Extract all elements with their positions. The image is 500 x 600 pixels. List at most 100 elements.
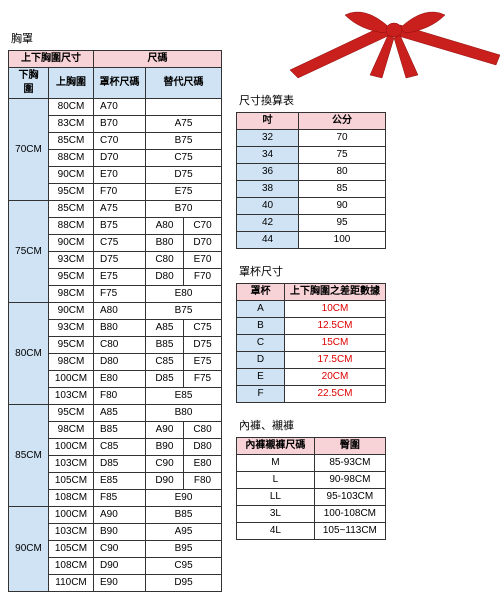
inch-cell: 36 (237, 164, 299, 181)
header-inch: 吋 (237, 113, 299, 130)
over-cell: 105CM (49, 473, 94, 490)
cup-cell: F70 (94, 184, 146, 201)
cm-cell: 95 (299, 215, 386, 232)
alt-cell: A75 (146, 116, 222, 133)
header-size: 上下胸圍尺寸 (9, 51, 94, 68)
inch-cell: 38 (237, 181, 299, 198)
alt-cell: A90 (146, 422, 184, 439)
alt-cell: B80 (146, 405, 222, 422)
header-over: 上胸圍 (49, 68, 94, 99)
inch-cell: 42 (237, 215, 299, 232)
alt-cell: E90 (146, 490, 222, 507)
alt-cell: F70 (184, 269, 222, 286)
table-row: 90CM100CMA90B85 (9, 507, 222, 524)
cup-cell: A85 (94, 405, 146, 422)
cup-cell: C80 (94, 337, 146, 354)
alt-cell: C90 (146, 456, 184, 473)
over-cell: 95CM (49, 405, 94, 422)
alt-cell: B90 (146, 439, 184, 456)
cup-cell: D70 (94, 150, 146, 167)
table-row: 4090 (237, 198, 386, 215)
hip-cell: 90-98CM (314, 472, 385, 489)
alt-cell: B75 (146, 133, 222, 150)
table-row: 4L105~113CM (237, 523, 386, 540)
alt-cell: E85 (146, 388, 222, 405)
alt-cell: D75 (184, 337, 222, 354)
alt-cell: F75 (184, 371, 222, 388)
header-pantysize: 內褲襯褲尺碼 (237, 438, 315, 455)
alt-cell: B75 (146, 303, 222, 320)
cup-cell: B75 (94, 218, 146, 235)
over-cell: 95CM (49, 337, 94, 354)
cup-cell: E75 (94, 269, 146, 286)
table-row: 3885 (237, 181, 386, 198)
cup-cell: F85 (94, 490, 146, 507)
header-cupcol: 罩杯 (237, 284, 285, 301)
panty-table: 內褲襯褲尺碼 臀圍 M85-93CML90-98CMLL95-103CM3L10… (236, 437, 386, 540)
over-cell: 110CM (49, 575, 94, 592)
inch-cell: 34 (237, 147, 299, 164)
alt-cell: B70 (146, 201, 222, 218)
cup-cell: A90 (94, 507, 146, 524)
cm-cell: 90 (299, 198, 386, 215)
cup-cell: F80 (94, 388, 146, 405)
alt-cell: D75 (146, 167, 222, 184)
over-cell: 93CM (49, 320, 94, 337)
table-row: 75CM85CMA75B70 (9, 201, 222, 218)
cm-cell: 70 (299, 130, 386, 147)
header-hip: 臀圍 (314, 438, 385, 455)
over-cell: 98CM (49, 354, 94, 371)
alt-cell: C95 (146, 558, 222, 575)
cup-cell: E80 (94, 371, 146, 388)
alt-cell: E75 (184, 354, 222, 371)
under-cell: 75CM (9, 201, 49, 303)
header-cup: 罩杯尺碼 (94, 68, 146, 99)
diff-cell: 22.5CM (285, 386, 386, 403)
alt-cell: A80 (146, 218, 184, 235)
over-cell: 103CM (49, 456, 94, 473)
cup-cell: F75 (94, 286, 146, 303)
inch-cell: 32 (237, 130, 299, 147)
over-cell: 88CM (49, 150, 94, 167)
over-cell: 85CM (49, 133, 94, 150)
alt-cell: D95 (146, 575, 222, 592)
alt-cell: B85 (146, 507, 222, 524)
header-alt: 替代尺碼 (146, 68, 222, 99)
alt-cell: D85 (146, 371, 184, 388)
cup-label-cell: A (237, 301, 285, 318)
panty-size-cell: 4L (237, 523, 315, 540)
conv-title: 尺寸換算表 (239, 92, 386, 108)
over-cell: 108CM (49, 558, 94, 575)
table-row: 4295 (237, 215, 386, 232)
cm-cell: 85 (299, 181, 386, 198)
table-row: 3680 (237, 164, 386, 181)
over-cell: 90CM (49, 303, 94, 320)
table-row: F22.5CM (237, 386, 386, 403)
table-row: B12.5CM (237, 318, 386, 335)
cup-cell: B80 (94, 320, 146, 337)
cup-cell: A70 (94, 99, 146, 116)
alt-cell: D80 (184, 439, 222, 456)
over-cell: 83CM (49, 116, 94, 133)
alt-cell: C85 (146, 354, 184, 371)
table-row: 85CM95CMA85B80 (9, 405, 222, 422)
panty-title: 內褲、襯褲 (239, 417, 386, 433)
cup-cell: C90 (94, 541, 146, 558)
panty-size-cell: 3L (237, 506, 315, 523)
cup-cell: E70 (94, 167, 146, 184)
diff-cell: 20CM (285, 369, 386, 386)
header-code: 尺碼 (94, 51, 222, 68)
alt-cell: E75 (146, 184, 222, 201)
table-row: 80CM90CMA80B75 (9, 303, 222, 320)
over-cell: 93CM (49, 252, 94, 269)
under-cell: 85CM (9, 405, 49, 507)
table-row: 3270 (237, 130, 386, 147)
alt-cell: A85 (146, 320, 184, 337)
hip-cell: 85-93CM (314, 455, 385, 472)
panty-size-cell: LL (237, 489, 315, 506)
inch-cell: 44 (237, 232, 299, 249)
cup-cell: A75 (94, 201, 146, 218)
table-row: E20CM (237, 369, 386, 386)
cup-table: 罩杯 上下胸圍之差距數據 A10CMB12.5CMC15CMD17.5CME20… (236, 283, 386, 403)
cup-cell: B90 (94, 524, 146, 541)
